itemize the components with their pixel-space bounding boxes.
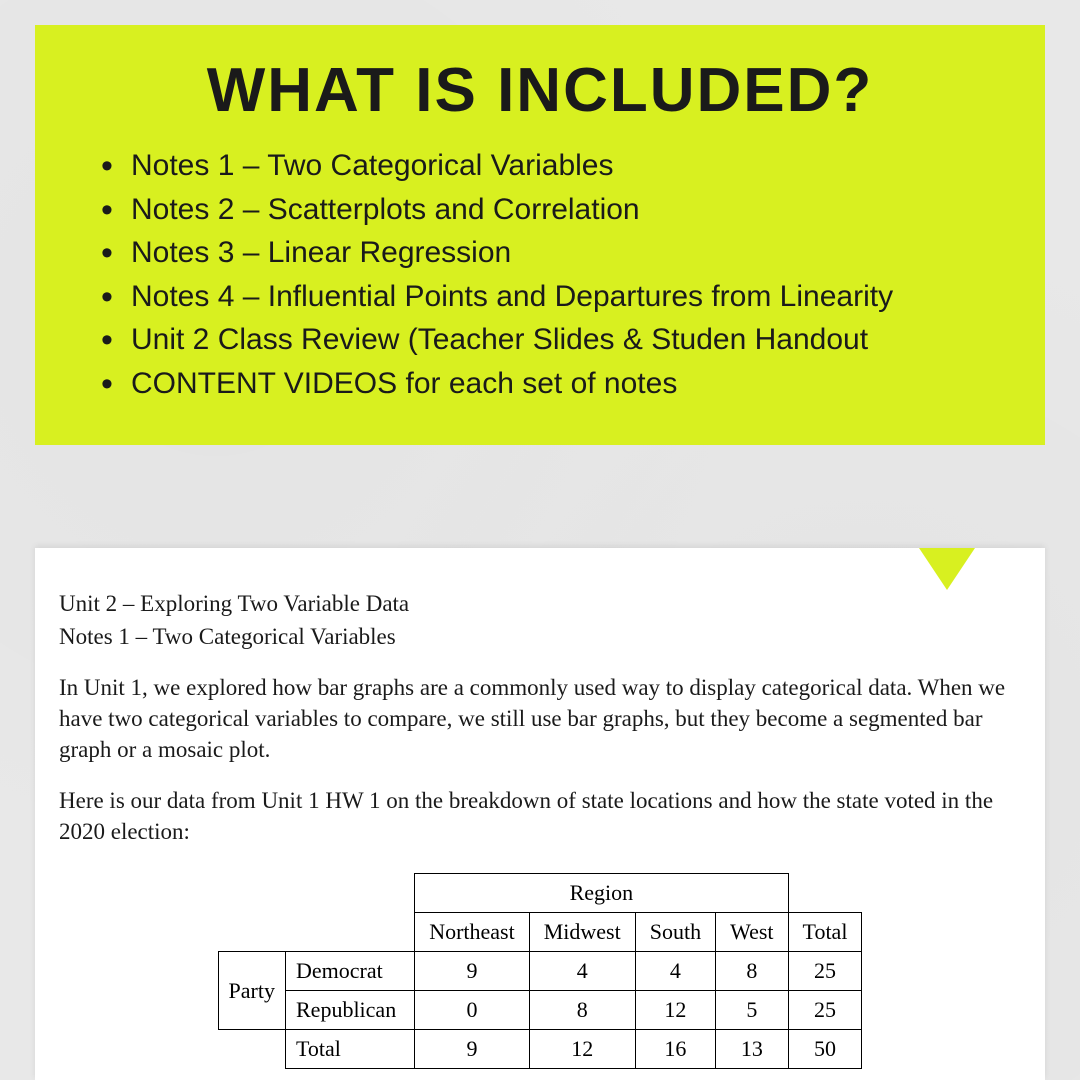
table-cell: 13 (716, 1030, 788, 1069)
doc-paragraph: Here is our data from Unit 1 HW 1 on the… (59, 785, 1021, 847)
banner-title: WHAT IS INCLUDED? (75, 55, 1005, 126)
list-item: Unit 2 Class Review (Teacher Slides & St… (95, 318, 1005, 362)
list-item: Notes 2 – Scatterplots and Correlation (95, 188, 1005, 232)
col-header: Total (788, 913, 862, 952)
list-item: Notes 4 – Influential Points and Departu… (95, 275, 1005, 319)
doc-heading-2: Notes 1 – Two Categorical Variables (59, 621, 1021, 652)
doc-paragraph: In Unit 1, we explored how bar graphs ar… (59, 672, 1021, 765)
col-header: Northeast (415, 913, 530, 952)
row-label: Democrat (286, 952, 415, 991)
table-cell: 9 (415, 952, 530, 991)
doc-heading-1: Unit 2 – Exploring Two Variable Data (59, 588, 1021, 619)
table-cell: 12 (529, 1030, 635, 1069)
list-item: Notes 1 – Two Categorical Variables (95, 144, 1005, 188)
table-cell: 12 (635, 991, 715, 1030)
list-item: CONTENT VIDEOS for each set of notes (95, 362, 1005, 406)
table-cell: 0 (415, 991, 530, 1030)
col-header: West (716, 913, 788, 952)
row-group-header: Party (218, 952, 285, 1030)
table-cell: 8 (716, 952, 788, 991)
col-header: Midwest (529, 913, 635, 952)
table-empty-cell (788, 874, 862, 913)
table-cell: 9 (415, 1030, 530, 1069)
row-label: Republican (286, 991, 415, 1030)
table-cell: 4 (635, 952, 715, 991)
banner-notch-icon (919, 548, 975, 590)
col-group-header: Region (415, 874, 788, 913)
included-list: Notes 1 – Two Categorical Variables Note… (75, 144, 1005, 405)
table-cell: 25 (788, 952, 862, 991)
table-cell: 50 (788, 1030, 862, 1069)
document-preview: Unit 2 – Exploring Two Variable Data Not… (35, 548, 1045, 1080)
table-cell: 4 (529, 952, 635, 991)
list-item: Notes 3 – Linear Regression (95, 231, 1005, 275)
col-header: South (635, 913, 715, 952)
table-cell: 25 (788, 991, 862, 1030)
table-cell: 8 (529, 991, 635, 1030)
data-table: Region Northeast Midwest South West Tota… (218, 873, 863, 1069)
table-empty-cell (218, 913, 415, 952)
table-empty-cell (218, 874, 415, 913)
table-empty-cell (218, 1030, 285, 1069)
row-label: Total (286, 1030, 415, 1069)
table-cell: 5 (716, 991, 788, 1030)
included-banner: WHAT IS INCLUDED? Notes 1 – Two Categori… (35, 25, 1045, 445)
table-cell: 16 (635, 1030, 715, 1069)
